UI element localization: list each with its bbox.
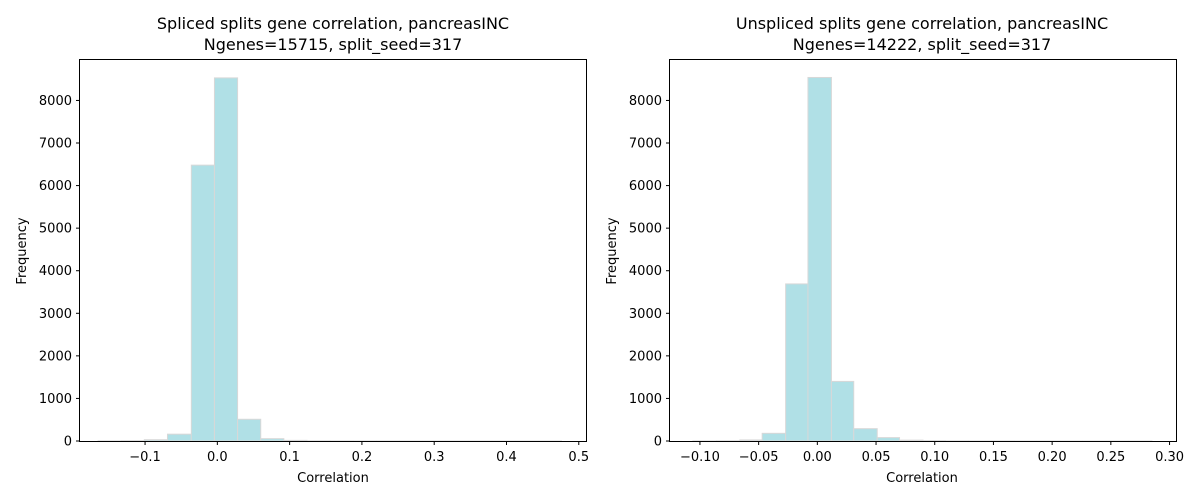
chart-spliced-ytick-label-4: 4000 bbox=[39, 264, 72, 279]
chart-spliced-xtick-label-6: 0.5 bbox=[568, 450, 589, 465]
chart-unspliced-title: Unspliced splits gene correlation, pancr… bbox=[736, 14, 1108, 33]
chart-unspliced-xtick-label-7: 0.25 bbox=[1096, 450, 1125, 465]
chart-spliced-subtitle: Ngenes=15715, split_seed=317 bbox=[204, 35, 463, 55]
chart-unspliced-xtick-label-1: −0.05 bbox=[739, 450, 779, 465]
chart-spliced-ytick-label-7: 7000 bbox=[39, 137, 72, 152]
chart-unspliced-xtick-label-5: 0.15 bbox=[979, 450, 1008, 465]
chart-spliced-title: Spliced splits gene correlation, pancrea… bbox=[157, 14, 509, 33]
chart-spliced-bar-8 bbox=[283, 439, 308, 442]
chart-spliced-xtick-label-3: 0.2 bbox=[352, 450, 373, 465]
chart-unspliced-subtitle: Ngenes=14222, split_seed=317 bbox=[793, 35, 1052, 55]
chart-unspliced-ytick-label-0: 0 bbox=[654, 435, 662, 450]
chart-spliced-bar-2 bbox=[143, 439, 168, 442]
chart-unspliced-ylabel: Frequency bbox=[605, 217, 620, 284]
chart-spliced-bar-7 bbox=[260, 438, 285, 442]
chart-unspliced: Unspliced splits gene correlation, pancr… bbox=[605, 14, 1184, 486]
chart-spliced-xtick-label-0: −0.1 bbox=[129, 450, 161, 465]
chart-unspliced-xtick-label-0: −0.10 bbox=[680, 450, 720, 465]
chart-spliced-bar-6 bbox=[237, 418, 262, 442]
chart-unspliced-ytick-label-6: 6000 bbox=[629, 179, 662, 194]
chart-spliced-xticks: −0.1 0.0 0.1 0.2 0.3 0.4 0.5 bbox=[129, 441, 589, 465]
chart-spliced-ytick-label-8: 8000 bbox=[39, 94, 72, 109]
chart-unspliced-bar-3 bbox=[761, 432, 787, 442]
chart-unspliced-bar-8 bbox=[876, 437, 901, 442]
chart-unspliced-ytick-label-4: 4000 bbox=[629, 264, 662, 279]
chart-unspliced-bar-9 bbox=[899, 439, 924, 442]
chart-spliced-ytick-label-3: 3000 bbox=[39, 307, 72, 322]
chart-spliced-xlabel: Correlation bbox=[297, 471, 369, 486]
chart-spliced: Spliced splits gene correlation, pancrea… bbox=[15, 14, 589, 486]
chart-unspliced-bar-4 bbox=[785, 283, 809, 442]
chart-unspliced-xtick-label-8: 0.30 bbox=[1155, 450, 1184, 465]
chart-unspliced-ytick-label-5: 5000 bbox=[629, 222, 662, 237]
chart-unspliced-ytick-label-3: 3000 bbox=[629, 307, 662, 322]
chart-unspliced-xtick-label-6: 0.20 bbox=[1038, 450, 1067, 465]
chart-spliced-ytick-label-6: 6000 bbox=[39, 179, 72, 194]
chart-unspliced-frame bbox=[669, 59, 1177, 442]
chart-unspliced-ytick-label-8: 8000 bbox=[629, 94, 662, 109]
chart-unspliced-xtick-label-4: 0.10 bbox=[920, 450, 949, 465]
chart-unspliced-bar-2 bbox=[739, 439, 763, 442]
chart-unspliced-bar-6 bbox=[830, 380, 855, 442]
chart-unspliced-xtick-label-2: 0.00 bbox=[803, 450, 832, 465]
chart-unspliced-bar-5 bbox=[807, 76, 832, 442]
chart-unspliced-ytick-label-2: 2000 bbox=[629, 349, 662, 364]
chart-unspliced-xticks: −0.10 −0.05 0.00 0.05 0.10 0.15 0.20 0.25 0.30 bbox=[680, 441, 1184, 465]
chart-spliced-xtick-label-2: 0.1 bbox=[279, 450, 300, 465]
chart-spliced-ylabel: Frequency bbox=[15, 217, 30, 284]
chart-spliced-xtick-label-1: 0.0 bbox=[207, 450, 228, 465]
chart-unspliced-bars bbox=[692, 76, 1153, 442]
chart-spliced-bar-4 bbox=[190, 164, 215, 442]
chart-spliced-ytick-label-5: 5000 bbox=[39, 222, 72, 237]
chart-spliced-ytick-label-0: 0 bbox=[64, 435, 72, 450]
chart-spliced-bars bbox=[97, 77, 562, 442]
chart-unspliced-xtick-label-3: 0.05 bbox=[862, 450, 891, 465]
chart-unspliced-ytick-label-7: 7000 bbox=[629, 137, 662, 152]
chart-unspliced-bar-7 bbox=[853, 428, 878, 442]
chart-spliced-yticks: 0 1000 2000 3000 4000 5000 6000 7000 8000 bbox=[39, 94, 80, 450]
chart-spliced-bar-3 bbox=[166, 433, 192, 442]
chart-unspliced-xlabel: Correlation bbox=[886, 471, 958, 486]
chart-unspliced-ytick-label-1: 1000 bbox=[629, 392, 662, 407]
chart-spliced-xtick-label-5: 0.4 bbox=[496, 450, 517, 465]
chart-spliced-bar-5 bbox=[213, 77, 239, 442]
chart-unspliced-yticks: 0 1000 2000 3000 4000 5000 6000 7000 8000 bbox=[629, 94, 670, 450]
chart-spliced-xtick-label-4: 0.3 bbox=[424, 450, 445, 465]
chart-spliced-frame bbox=[79, 59, 587, 442]
chart-spliced-ytick-label-1: 1000 bbox=[39, 392, 72, 407]
chart-spliced-ytick-label-2: 2000 bbox=[39, 349, 72, 364]
